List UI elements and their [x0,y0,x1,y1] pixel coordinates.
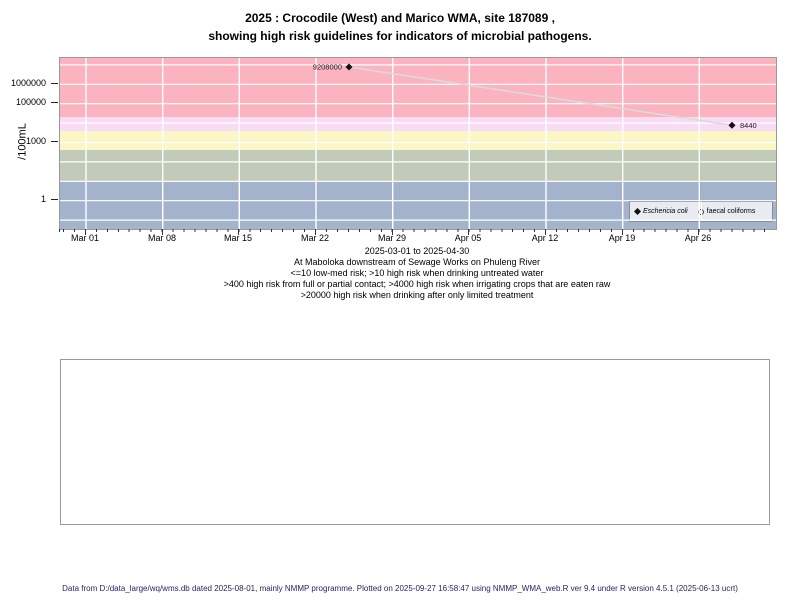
chart-title-line2: showing high risk guidelines for indicat… [208,29,592,43]
y-tick-label: 100000 [15,97,46,107]
empty-plot-panel [60,359,770,525]
x-tick-mark [698,229,699,235]
y-tick-label: 1000000 [10,78,46,88]
x-axis-minor-ticks [59,229,775,232]
x-tick-label: Mar 15 [223,233,252,243]
data-point-label: 8440 [740,121,757,130]
legend-label-ecoli: Eschericia coli [643,208,688,215]
x-tick-label: Apr 26 [684,233,712,243]
footer-provenance: Data from D:/data_large/wq/wms.db dated … [62,584,738,593]
legend-divider [701,202,702,221]
x-tick-mark [85,229,86,235]
open-circle-icon [697,208,704,215]
caption-risk-2: >400 high risk from full or partial cont… [223,279,611,289]
x-tick-label: Mar 08 [147,233,176,243]
chart-legend: Eschericia coli faecal coliforms [629,201,773,222]
x-tick-mark [162,229,163,235]
data-point-label: 9208000 [313,63,342,72]
legend-item-faecal-coliforms: faecal coliforms [693,208,761,215]
y-tick-mark [51,102,58,103]
ecoli-data-line [348,66,733,127]
plot-panel: Eschericia coli faecal coliforms [59,57,777,230]
vertical-gridlines [85,58,700,229]
plot-overlay: 9208000 8440 [60,58,776,229]
x-tick-label: Apr 05 [454,233,482,243]
y-tick-label: 1 [40,194,46,204]
legend-item-ecoli: Eschericia coli [630,207,693,216]
chart-title: 2025 : Crocodile (West) and Marico WMA, … [0,9,800,45]
x-tick-mark [238,229,239,235]
caption-risk-3: >20000 high risk when drinking after onl… [300,290,534,300]
horizontal-gridlines [60,64,776,221]
data-point-marker [345,63,353,71]
caption-risk-1: <=10 low-med risk; >10 high risk when dr… [290,268,544,278]
x-tick-mark [622,229,623,235]
x-tick-label: Mar 01 [70,233,99,243]
y-tick-mark [51,199,58,200]
data-point-marker [728,121,736,129]
x-tick-label: Apr 19 [608,233,636,243]
risk-band-low [60,150,776,181]
x-tick-mark [315,229,316,235]
x-tick-mark [468,229,469,235]
y-tick-mark [51,83,58,84]
chart-title-line1: 2025 : Crocodile (West) and Marico WMA, … [245,11,555,25]
x-tick-mark [392,229,393,235]
caption-date-range: 2025-03-01 to 2025-04-30 [364,246,470,256]
y-tick-label: 1000 [25,136,46,146]
legend-label-faecal-coliforms: faecal coliforms [706,208,756,215]
x-tick-label: Mar 29 [377,233,406,243]
risk-band-very-high [60,58,776,117]
x-tick-label: Apr 12 [531,233,559,243]
caption-site: At Maboloka downstream of Sewage Works o… [294,257,540,267]
x-tick-label: Mar 22 [300,233,329,243]
x-tick-mark [545,229,546,235]
y-tick-mark [51,141,58,142]
